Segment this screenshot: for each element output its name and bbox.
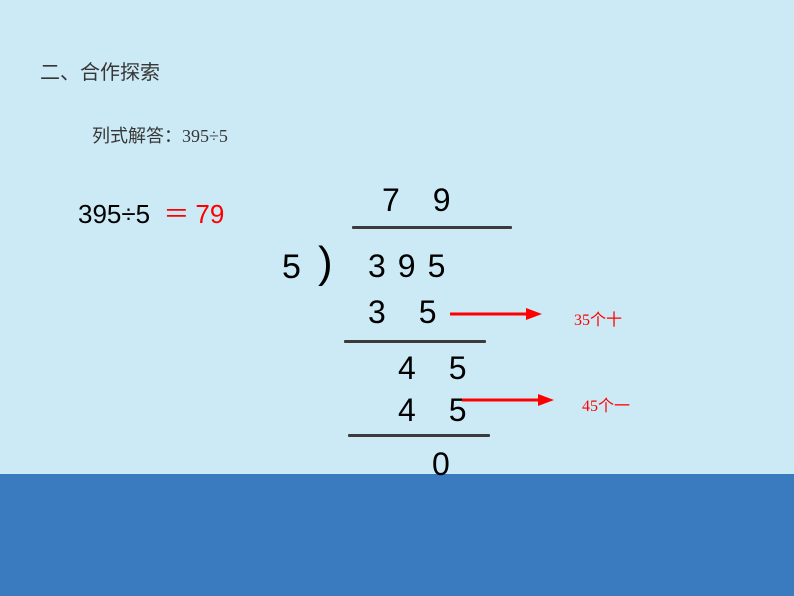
scallop-circle: [567, 537, 624, 594]
section-title: 二、合作探索: [40, 56, 160, 85]
equation: 395÷5 ＝79: [78, 194, 224, 231]
divisor: 5: [282, 248, 313, 287]
scallop-circle: [284, 537, 341, 594]
scallop-circle: [0, 537, 57, 594]
division-bracket: ): [318, 238, 345, 288]
scallop-circle: [113, 537, 170, 594]
equation-result: 79: [195, 199, 224, 229]
scallop-circle: [57, 537, 114, 594]
scallop-circle: [681, 537, 738, 594]
partial-product-1: 3 5: [368, 294, 448, 331]
long-division: 7 9 5 ) 395 3 5 4 5 4 5 0: [270, 182, 590, 502]
annotation-1: 35个十: [574, 306, 622, 330]
remainder: 0: [432, 446, 462, 483]
problem-statement: 列式解答：395÷5: [92, 122, 228, 148]
subtract-line-2: [348, 434, 490, 437]
scallop-circle: [340, 537, 397, 594]
equation-lhs: 395÷5: [78, 199, 150, 229]
scallop-circle: [510, 537, 567, 594]
subtract-line-1: [344, 340, 486, 343]
quotient: 7 9: [382, 182, 462, 219]
arrow-1: [450, 304, 560, 324]
scallop-circle: [227, 537, 284, 594]
scallop-circle: [397, 537, 454, 594]
equation-equals: ＝: [163, 199, 189, 229]
division-bar: [352, 226, 512, 229]
scallop-circle: [737, 537, 794, 594]
scallop-circle: [624, 537, 681, 594]
scallop-circle: [454, 537, 511, 594]
scallop-border: [0, 537, 794, 596]
dividend: 395: [368, 248, 457, 285]
scallop-circle: [170, 537, 227, 594]
bring-down-1: 4 5: [398, 350, 478, 387]
annotation-2: 45个一: [582, 392, 630, 416]
arrow-2: [462, 390, 572, 410]
